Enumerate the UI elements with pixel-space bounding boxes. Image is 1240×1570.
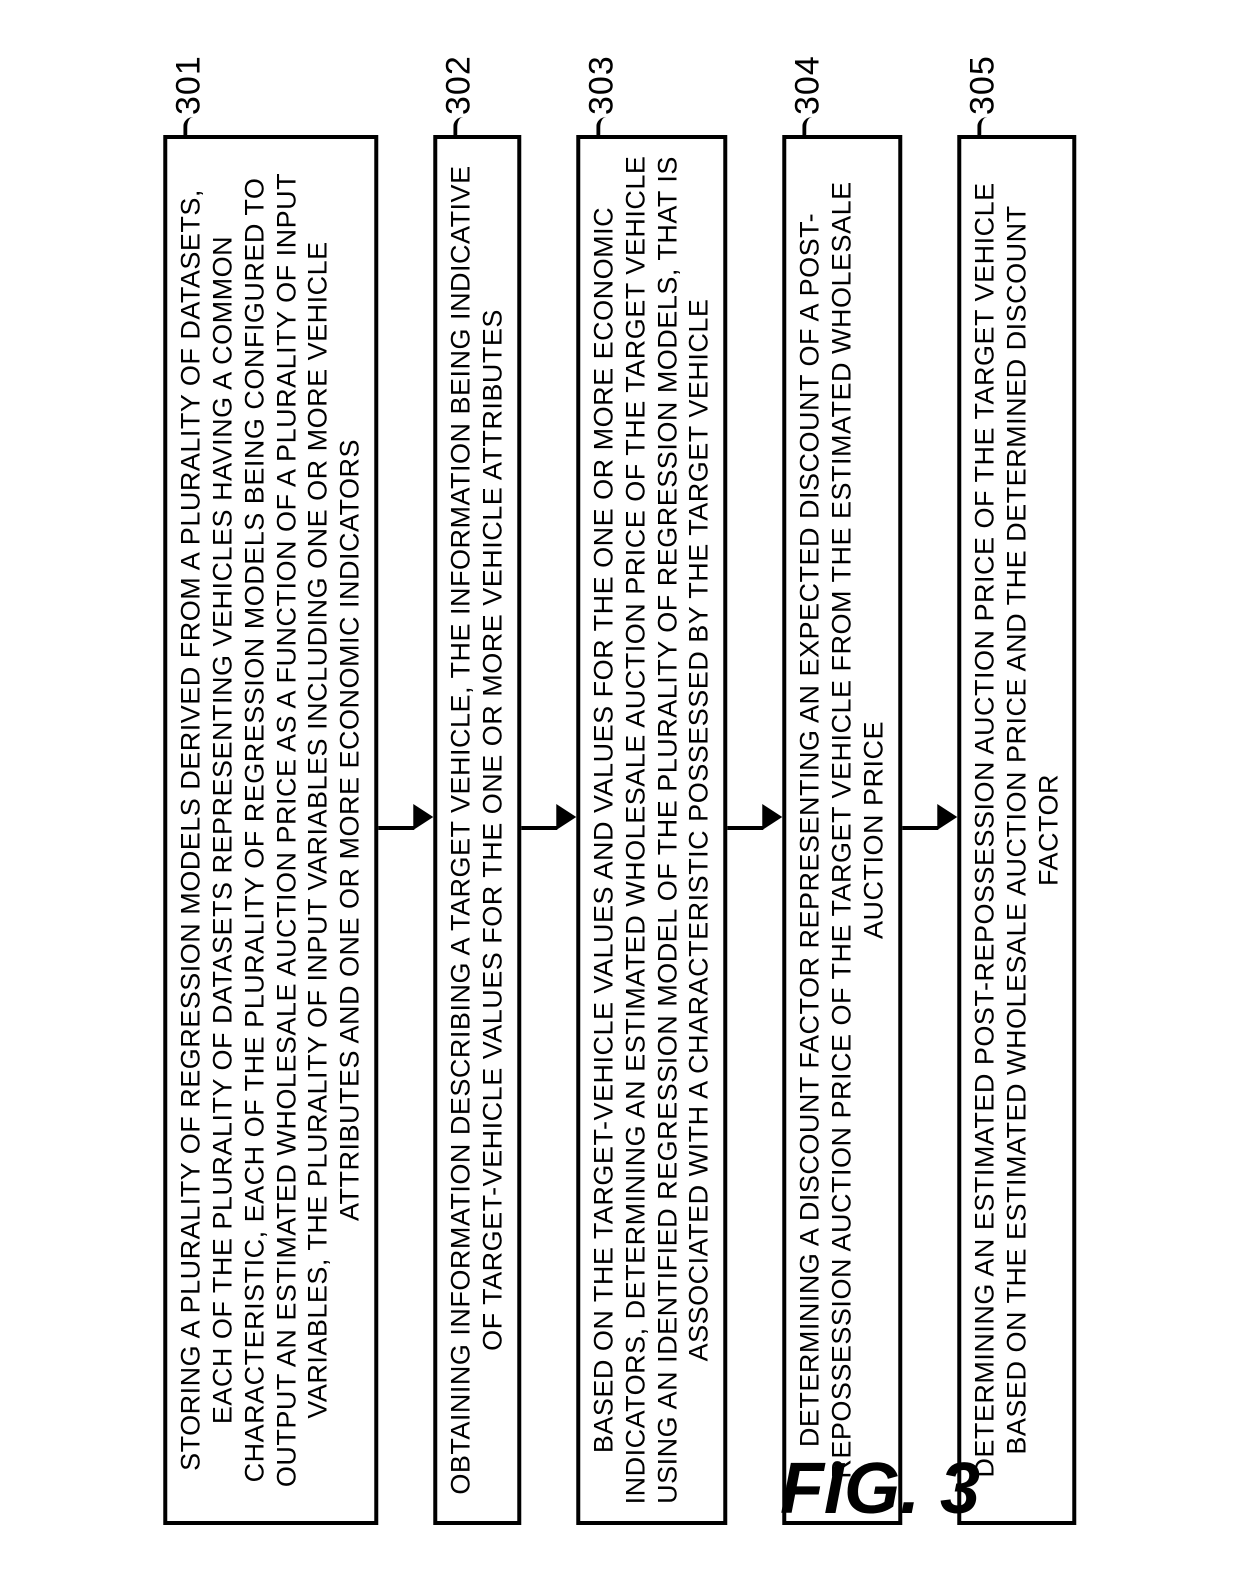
flow-arrow — [728, 45, 783, 1525]
ref-label: 302 — [439, 55, 478, 115]
figure-label: FIG. 3 — [780, 1448, 980, 1530]
flow-step-row: STORING A PLURALITY OF REGRESSION MODELS… — [163, 45, 378, 1525]
ref-label: 303 — [582, 55, 621, 115]
ref-connector — [596, 117, 618, 135]
flow-step-row: BASED ON THE TARGET-VEHICLE VALUES AND V… — [576, 45, 727, 1525]
flow-step-row: OBTAINING INFORMATION DESCRIBING A TARGE… — [433, 45, 521, 1525]
ref-label: 304 — [789, 55, 828, 115]
flow-arrow — [902, 45, 957, 1525]
ref-label-col: 303 — [576, 45, 621, 135]
flow-step-box: STORING A PLURALITY OF REGRESSION MODELS… — [163, 135, 378, 1525]
flow-step-row: DETERMINING AN ESTIMATED POST-REPOSSESSI… — [957, 45, 1077, 1525]
ref-label-col: 304 — [783, 45, 828, 135]
ref-connector — [803, 117, 825, 135]
ref-label-col: 305 — [957, 45, 1002, 135]
ref-connector — [977, 117, 999, 135]
flow-step-box: OBTAINING INFORMATION DESCRIBING A TARGE… — [433, 135, 521, 1525]
ref-label: 305 — [963, 55, 1002, 115]
flow-step-row: DETERMINING A DISCOUNT FACTOR REPRESENTI… — [783, 45, 903, 1525]
flowchart-container: STORING A PLURALITY OF REGRESSION MODELS… — [163, 45, 1076, 1525]
flow-arrow — [521, 45, 576, 1525]
ref-label-col: 302 — [433, 45, 478, 135]
flow-step-box: BASED ON THE TARGET-VEHICLE VALUES AND V… — [576, 135, 727, 1525]
ref-connector — [453, 117, 475, 135]
ref-label: 301 — [169, 55, 208, 115]
flow-arrow — [378, 45, 433, 1525]
ref-label-col: 301 — [163, 45, 208, 135]
flow-step-box: DETERMINING AN ESTIMATED POST-REPOSSESSI… — [957, 135, 1077, 1525]
ref-connector — [183, 117, 205, 135]
flow-step-box: DETERMINING A DISCOUNT FACTOR REPRESENTI… — [783, 135, 903, 1525]
